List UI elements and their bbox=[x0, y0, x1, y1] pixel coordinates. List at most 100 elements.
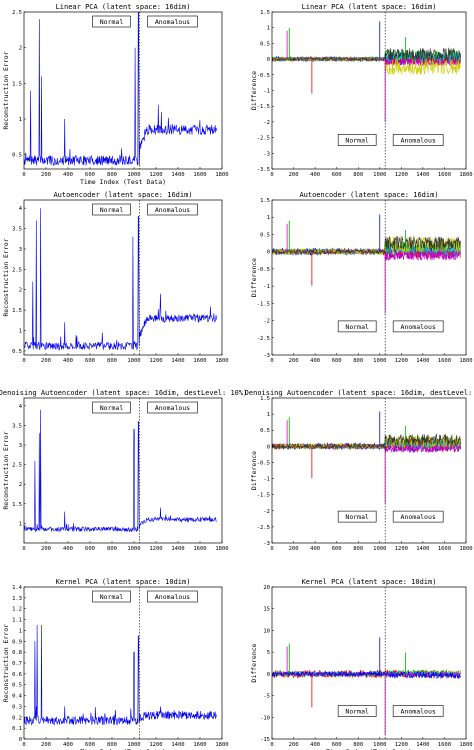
anomalous-label: Anomalous bbox=[155, 206, 190, 214]
x-tick-label: 0 bbox=[270, 172, 273, 178]
x-tick-label: 200 bbox=[289, 742, 299, 748]
chart-title: Autoencoder (latent space: 16dim) bbox=[299, 191, 438, 199]
series-line-1 bbox=[24, 409, 217, 533]
y-tick-label: 2 bbox=[19, 482, 22, 488]
chart-panel-6: Denoising Autoencoder (latent space: 16d… bbox=[245, 389, 474, 552]
chart-panel-2: Linear PCA (latent space: 16dim) 0 200 400 6… bbox=[250, 3, 473, 178]
plot-frame bbox=[23, 11, 223, 170]
y-tick-label: 0 bbox=[267, 444, 270, 450]
series-line-7 bbox=[272, 433, 461, 450]
data-layer bbox=[272, 214, 461, 314]
chart-title: Linear PCA (latent space: 16dim) bbox=[56, 3, 191, 11]
y-tick-label: 0.4 bbox=[12, 694, 23, 700]
y-tick-label: -2.5 bbox=[257, 525, 270, 531]
x-tick-label: 1200 bbox=[395, 172, 408, 178]
x-tick-label: 200 bbox=[289, 172, 299, 178]
x-tick-label: 1400 bbox=[416, 358, 429, 364]
x-tick-label: 1000 bbox=[373, 172, 386, 178]
x-tick-label: 1200 bbox=[395, 546, 408, 552]
chart-title: Denoising Autoencoder (latent space: 16d… bbox=[245, 389, 474, 397]
plot-frame bbox=[271, 397, 467, 544]
y-tick-label: 0.5 bbox=[260, 41, 270, 47]
x-tick-label: 800 bbox=[353, 546, 363, 552]
x-tick-label: 1800 bbox=[459, 742, 472, 748]
x-tick-label: 1000 bbox=[373, 358, 386, 364]
x-tick-label: 0 bbox=[270, 742, 273, 748]
plot-frame bbox=[23, 397, 223, 544]
data-layer bbox=[24, 208, 217, 351]
y-tick-label: 1.5 bbox=[260, 198, 270, 204]
y-tick-label: -1.5 bbox=[257, 104, 270, 110]
y-tick-label: 20 bbox=[263, 585, 270, 591]
y-tick-label: 1 bbox=[19, 521, 22, 527]
x-tick-label: 1400 bbox=[416, 742, 429, 748]
normal-label: Normal bbox=[100, 404, 124, 412]
y-tick-label: 1.5 bbox=[260, 396, 270, 402]
x-tick-label: 600 bbox=[85, 358, 95, 364]
y-axis-label: Reconstruction Error bbox=[2, 51, 10, 129]
chart-panel-8: Kernel PCA (latent space: 10dim)0 200 400 6… bbox=[250, 578, 473, 750]
normal-label-box bbox=[337, 705, 377, 717]
anomalous-label: Anomalous bbox=[155, 18, 190, 26]
data-layer bbox=[24, 12, 217, 167]
y-tick-label: 2.5 bbox=[12, 10, 22, 16]
y-tick-label: 0.5 bbox=[260, 428, 270, 434]
series-line-7 bbox=[272, 236, 461, 255]
x-tick-label: 1600 bbox=[438, 172, 451, 178]
x-tick-label: 400 bbox=[63, 742, 73, 748]
y-tick-label: 1.3 bbox=[12, 596, 22, 602]
x-tick-label: 600 bbox=[332, 358, 342, 364]
series-line-7 bbox=[272, 47, 461, 62]
x-tick-label: 800 bbox=[353, 742, 363, 748]
chart-panel-1: Linear PCA (latent space: 16dim) 0 200 400 6… bbox=[2, 3, 229, 186]
y-tick-label: 1.4 bbox=[12, 585, 23, 591]
x-tick-label: 1200 bbox=[149, 172, 162, 178]
x-tick-label: 1600 bbox=[438, 742, 451, 748]
chart-title: Denoising Autoencoder (latent space: 16d… bbox=[0, 389, 247, 397]
x-tick-label: 1400 bbox=[171, 172, 184, 178]
y-tick-label: 1 bbox=[19, 117, 22, 123]
series-line-1 bbox=[24, 12, 217, 167]
x-tick-label: 800 bbox=[107, 172, 117, 178]
data-layer bbox=[272, 637, 461, 735]
y-tick-label: 2 bbox=[19, 288, 22, 294]
chart-title: Linear PCA (latent space: 16dim) bbox=[302, 3, 437, 11]
anomalous-label-box bbox=[392, 320, 444, 333]
plot-frame bbox=[271, 199, 467, 356]
y-tick-label: -3 bbox=[263, 353, 270, 359]
anomalous-label-box bbox=[147, 401, 198, 414]
anomalous-label-box bbox=[392, 510, 444, 523]
x-tick-label: 1400 bbox=[416, 546, 429, 552]
x-tick-label: 0 bbox=[22, 742, 25, 748]
y-tick-label: 1.5 bbox=[12, 308, 22, 314]
x-tick-label: 1200 bbox=[395, 358, 408, 364]
anomalous-label: Anomalous bbox=[401, 323, 436, 331]
y-tick-label: -1 bbox=[263, 89, 270, 95]
y-tick-label: 0.5 bbox=[12, 349, 22, 355]
y-tick-label: -1 bbox=[263, 477, 270, 483]
x-tick-label: 1000 bbox=[373, 546, 386, 552]
x-tick-label: 1400 bbox=[416, 172, 429, 178]
x-tick-label: 1200 bbox=[395, 742, 408, 748]
chart-title: Autoencoder (latent space: 16dim) bbox=[53, 191, 192, 199]
y-tick-label: -1 bbox=[263, 284, 270, 290]
y-tick-label: 0 bbox=[267, 250, 270, 256]
y-tick-label: -0.5 bbox=[257, 267, 270, 273]
normal-label: Normal bbox=[345, 323, 369, 331]
x-tick-label: 200 bbox=[41, 742, 51, 748]
y-axis-label: Difference bbox=[250, 451, 258, 490]
x-tick-label: 1800 bbox=[215, 742, 228, 748]
x-tick-label: 400 bbox=[63, 358, 73, 364]
x-axis-label: Time Index (Test Data) bbox=[80, 178, 166, 186]
y-tick-label: 1 bbox=[19, 329, 22, 335]
y-tick-label: 1 bbox=[267, 26, 270, 32]
y-tick-label: 5 bbox=[267, 650, 270, 656]
y-tick-label: 1.5 bbox=[12, 502, 22, 508]
x-tick-label: 800 bbox=[107, 358, 117, 364]
anomalous-label: Anomalous bbox=[401, 513, 436, 521]
x-tick-label: 200 bbox=[41, 546, 51, 552]
normal-label: Normal bbox=[345, 708, 369, 716]
series-line-1 bbox=[24, 208, 217, 351]
series-line-1 bbox=[24, 624, 217, 726]
